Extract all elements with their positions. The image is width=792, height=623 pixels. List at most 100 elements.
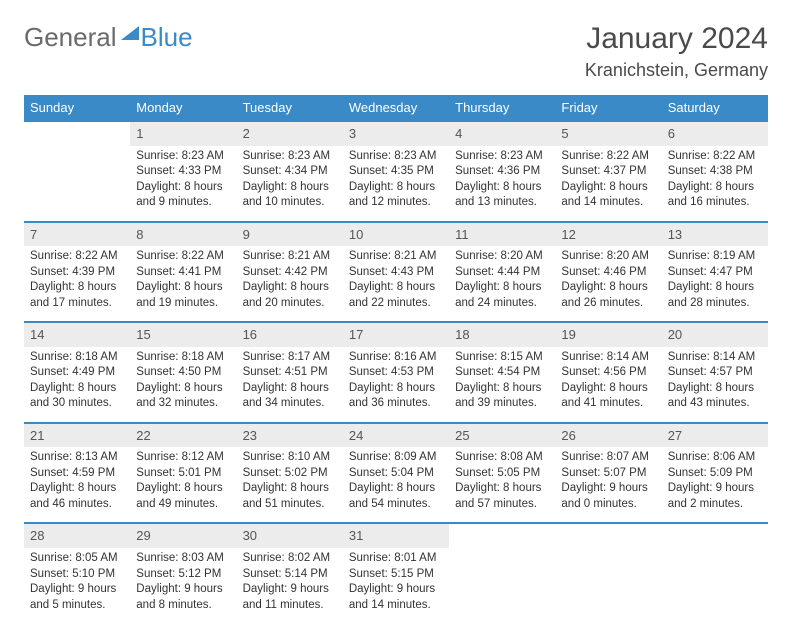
calendar-cell: 29Sunrise: 8:03 AMSunset: 5:12 PMDayligh… [130,522,236,623]
sunrise-line: Sunrise: 8:20 AM [455,249,549,265]
weekday-header: Thursday [449,95,555,120]
sunrise-line: Sunrise: 8:23 AM [455,149,549,165]
weekday-header: Tuesday [237,95,343,120]
daylight-line: Daylight: 8 hours and 39 minutes. [455,381,549,412]
calendar-cell: 26Sunrise: 8:07 AMSunset: 5:07 PMDayligh… [555,422,661,523]
calendar-cell: 7 Sunrise: 8:22 AMSunset: 4:39 PMDaylight… [24,221,130,322]
day-body: Sunrise: 8:09 AMSunset: 5:04 PMDaylight:… [343,447,449,522]
calendar-cell: 19Sunrise: 8:14 AMSunset: 4:56 PMDayligh… [555,321,661,422]
calendar-cell [24,120,130,221]
sunrise-line: Sunrise: 8:09 AM [349,450,443,466]
calendar-cell: 9Sunrise: 8:21 AMSunset: 4:42 PMDaylight… [237,221,343,322]
day-number-empty [24,120,130,146]
sunrise-line: Sunrise: 8:12 AM [136,450,230,466]
sunrise-line: Sunrise: 8:13 AM [30,450,124,466]
day-number: 3 [343,120,449,146]
sunrise-line: Sunrise: 8:23 AM [136,149,230,165]
calendar-cell: 20Sunrise: 8:14 AMSunset: 4:57 PMDayligh… [662,321,768,422]
calendar-cell: 8Sunrise: 8:22 AMSunset: 4:41 PMDaylight… [130,221,236,322]
day-number: 2 [237,120,343,146]
daylight-line: Daylight: 8 hours and 9 minutes. [136,180,230,211]
day-number: 31 [343,522,449,548]
day-body: Sunrise: 8:15 AMSunset: 4:54 PMDaylight:… [449,347,555,422]
daylight-line: Daylight: 8 hours and 41 minutes. [561,381,655,412]
calendar-cell: 17Sunrise: 8:16 AMSunset: 4:53 PMDayligh… [343,321,449,422]
title-block: January 2024 Kranichstein, Germany [585,22,768,81]
sunrise-line: Sunrise: 8:07 AM [561,450,655,466]
day-body: Sunrise: 8:18 AMSunset: 4:50 PMDaylight:… [130,347,236,422]
day-number: 23 [237,422,343,448]
month-title: January 2024 [585,22,768,56]
daylight-line: Daylight: 8 hours and 24 minutes. [455,280,549,311]
day-number-empty [555,522,661,548]
day-body: Sunrise: 8:21 AMSunset: 4:43 PMDaylight:… [343,246,449,321]
weekday-header: Monday [130,95,236,120]
day-number: 22 [130,422,236,448]
day-body: Sunrise: 8:06 AMSunset: 5:09 PMDaylight:… [662,447,768,522]
sunset-line: Sunset: 4:35 PM [349,164,443,180]
sunrise-line: Sunrise: 8:22 AM [30,249,124,265]
calendar-cell: 10Sunrise: 8:21 AMSunset: 4:43 PMDayligh… [343,221,449,322]
day-body: Sunrise: 8:22 AMSunset: 4:41 PMDaylight:… [130,246,236,321]
day-body: Sunrise: 8:23 AMSunset: 4:34 PMDaylight:… [237,146,343,221]
sunrise-line: Sunrise: 8:23 AM [349,149,443,165]
day-number: 7 [24,221,130,247]
day-number: 20 [662,321,768,347]
sunset-line: Sunset: 4:33 PM [136,164,230,180]
daylight-line: Daylight: 9 hours and 8 minutes. [136,582,230,613]
daylight-line: Daylight: 8 hours and 30 minutes. [30,381,124,412]
calendar-cell: 3Sunrise: 8:23 AMSunset: 4:35 PMDaylight… [343,120,449,221]
sunset-line: Sunset: 4:49 PM [30,365,124,381]
daylight-line: Daylight: 8 hours and 46 minutes. [30,481,124,512]
calendar-cell: 11Sunrise: 8:20 AMSunset: 4:44 PMDayligh… [449,221,555,322]
sunrise-line: Sunrise: 8:15 AM [455,350,549,366]
day-body: Sunrise: 8:13 AMSunset: 4:59 PMDaylight:… [24,447,130,522]
daylight-line: Daylight: 9 hours and 11 minutes. [243,582,337,613]
weekday-header: Saturday [662,95,768,120]
sunset-line: Sunset: 4:54 PM [455,365,549,381]
sunrise-line: Sunrise: 8:21 AM [349,249,443,265]
sunset-line: Sunset: 5:15 PM [349,567,443,583]
weekday-header-row: SundayMondayTuesdayWednesdayThursdayFrid… [24,95,768,120]
sunset-line: Sunset: 5:10 PM [30,567,124,583]
sunset-line: Sunset: 4:39 PM [30,265,124,281]
sunset-line: Sunset: 4:47 PM [668,265,762,281]
sunset-line: Sunset: 5:09 PM [668,466,762,482]
day-number: 18 [449,321,555,347]
day-number: 1 [130,120,236,146]
day-number: 30 [237,522,343,548]
sunset-line: Sunset: 5:01 PM [136,466,230,482]
day-body: Sunrise: 8:18 AMSunset: 4:49 PMDaylight:… [24,347,130,422]
location-label: Kranichstein, Germany [585,60,768,81]
daylight-line: Daylight: 8 hours and 32 minutes. [136,381,230,412]
day-body: Sunrise: 8:20 AMSunset: 4:46 PMDaylight:… [555,246,661,321]
daylight-line: Daylight: 8 hours and 17 minutes. [30,280,124,311]
day-body: Sunrise: 8:10 AMSunset: 5:02 PMDaylight:… [237,447,343,522]
sunrise-line: Sunrise: 8:18 AM [136,350,230,366]
sunrise-line: Sunrise: 8:08 AM [455,450,549,466]
sunrise-line: Sunrise: 8:14 AM [561,350,655,366]
day-number-empty [449,522,555,548]
calendar-cell: 22Sunrise: 8:12 AMSunset: 5:01 PMDayligh… [130,422,236,523]
day-number: 25 [449,422,555,448]
day-body: Sunrise: 8:17 AMSunset: 4:51 PMDaylight:… [237,347,343,422]
day-number: 13 [662,221,768,247]
calendar-cell [662,522,768,623]
brand-part2: Blue [141,22,193,53]
daylight-line: Daylight: 9 hours and 2 minutes. [668,481,762,512]
daylight-line: Daylight: 8 hours and 22 minutes. [349,280,443,311]
sunset-line: Sunset: 4:34 PM [243,164,337,180]
daylight-line: Daylight: 8 hours and 28 minutes. [668,280,762,311]
sunset-line: Sunset: 5:12 PM [136,567,230,583]
day-body: Sunrise: 8:14 AMSunset: 4:56 PMDaylight:… [555,347,661,422]
sunrise-line: Sunrise: 8:20 AM [561,249,655,265]
day-number: 28 [24,522,130,548]
day-number: 6 [662,120,768,146]
sunset-line: Sunset: 4:37 PM [561,164,655,180]
brand-triangle-icon [121,26,139,40]
day-number: 10 [343,221,449,247]
sunset-line: Sunset: 4:38 PM [668,164,762,180]
sunset-line: Sunset: 5:04 PM [349,466,443,482]
sunrise-line: Sunrise: 8:01 AM [349,551,443,567]
day-number: 26 [555,422,661,448]
